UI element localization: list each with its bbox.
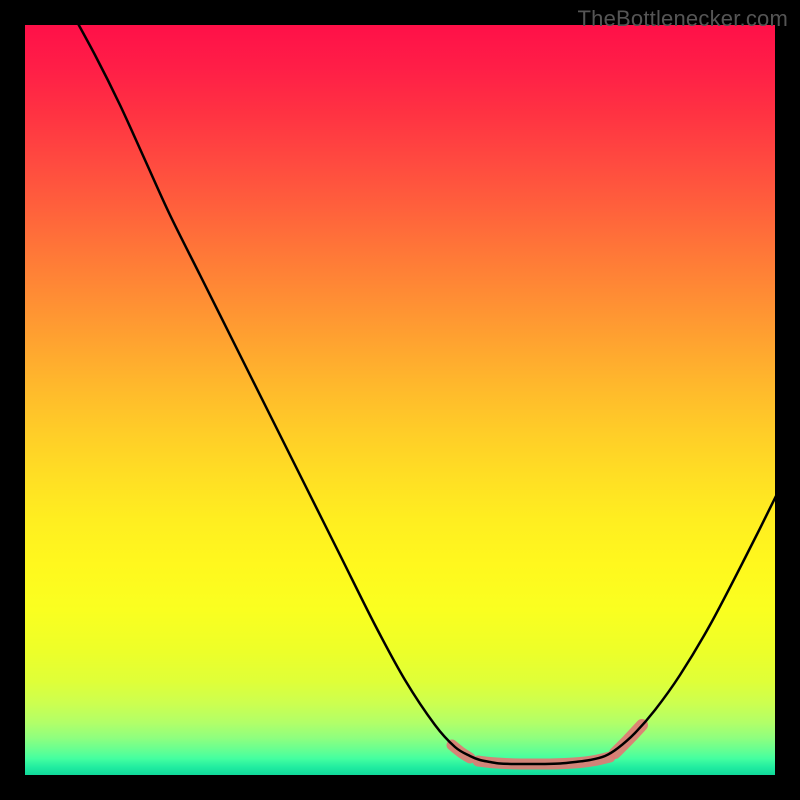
chart-container: TheBottlenecker.com (0, 0, 800, 800)
gradient-background (0, 0, 800, 800)
watermark-text: TheBottlenecker.com (578, 6, 788, 32)
